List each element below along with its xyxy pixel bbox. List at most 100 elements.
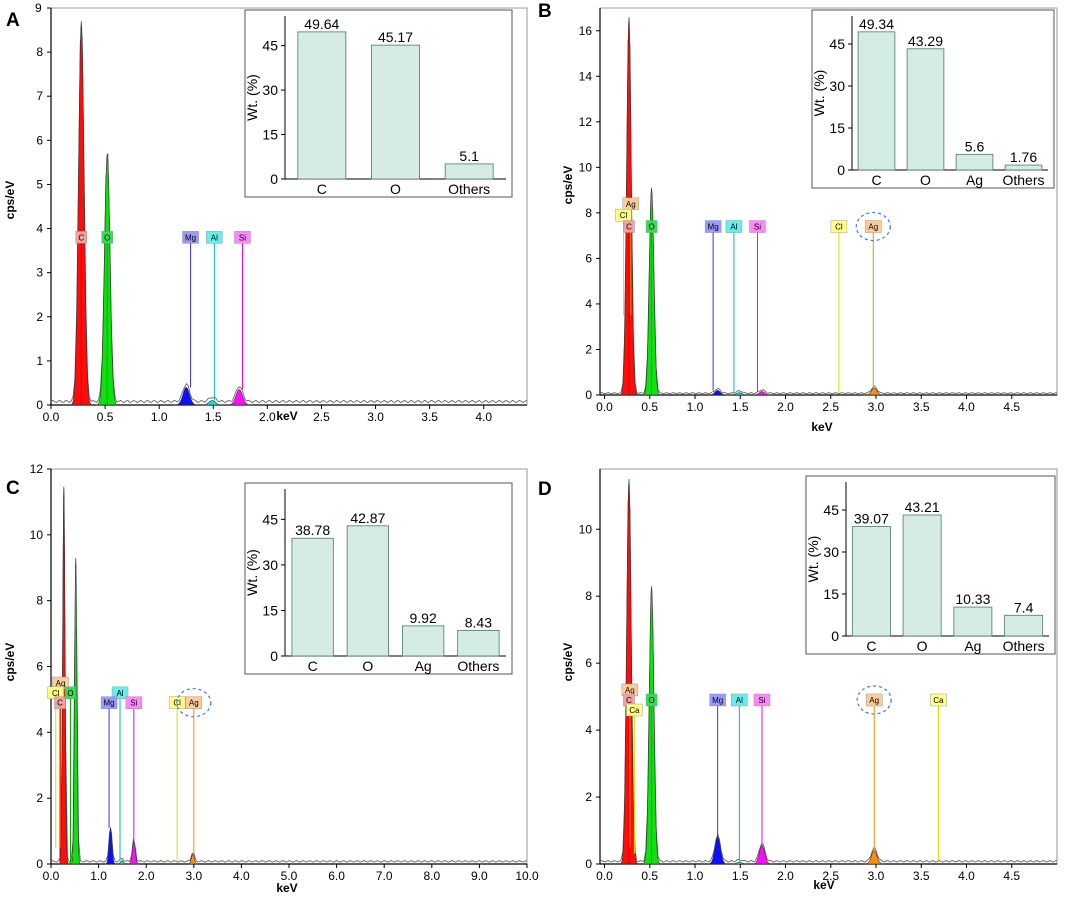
x-tick-label: 1.0 xyxy=(151,410,168,424)
panel-c: C 0 2 4 6 8 10 12 0.0 1.0 2.0 3.0 4.0 5.0 6.0 7.0 8.0 9.0… xyxy=(3,462,539,895)
element-label-box xyxy=(54,696,66,709)
x-tick-label: 0.0 xyxy=(596,400,613,414)
inset-category-label: Ag xyxy=(966,172,983,188)
inset-bar-value-label: 7.4 xyxy=(1014,599,1034,615)
panel-letter: D xyxy=(538,479,552,500)
y-tick-label: 6 xyxy=(585,251,592,265)
inset-bar-value-label: 39.07 xyxy=(854,511,889,527)
spectrum-trace xyxy=(599,500,1058,863)
inset-y-axis-title: Wt. (%) xyxy=(244,74,260,121)
x-tick-label: 1.0 xyxy=(90,869,107,883)
x-tick-label: 1.5 xyxy=(732,400,749,414)
highlight-circle xyxy=(856,685,892,715)
element-label: C xyxy=(626,696,632,705)
element-label: Si xyxy=(754,223,761,232)
x-tick-label: 4.5 xyxy=(1003,869,1020,883)
x-tick-label: 0.5 xyxy=(97,410,114,424)
y-axis-title: cps/eV xyxy=(3,181,17,220)
element-label: Ag xyxy=(625,686,635,695)
x-tick-label: 3.0 xyxy=(868,400,885,414)
y-tick-label: 1 xyxy=(36,354,43,368)
element-label: Ca xyxy=(629,706,640,715)
y-tick-label: 5 xyxy=(36,177,43,191)
element-label-box xyxy=(111,686,129,700)
y-tick-label: 6 xyxy=(36,133,43,147)
inset-bar xyxy=(297,31,347,180)
peak-ag xyxy=(863,387,886,396)
y-tick-label: 2 xyxy=(36,310,43,324)
element-label: Al xyxy=(211,233,218,242)
inset-y-tick-label: 15 xyxy=(829,120,845,136)
inset-category-label: O xyxy=(362,658,373,674)
element-label: Si xyxy=(239,233,246,242)
inset-bar-value-label: 5.6 xyxy=(965,138,985,154)
inset-bar-value-label: 45.17 xyxy=(378,29,413,45)
inset-y-axis-title: Wt. (%) xyxy=(805,536,821,583)
y-tick-label: 10 xyxy=(579,160,593,174)
inset-category-label: C xyxy=(308,658,318,674)
inset-bar xyxy=(291,537,334,657)
inset-bar xyxy=(346,525,389,657)
y-tick-label: 4 xyxy=(36,725,43,739)
element-label-box xyxy=(125,696,143,709)
y-tick-label: 12 xyxy=(30,462,44,476)
element-label: Mg xyxy=(712,696,723,705)
y-tick-label: 8 xyxy=(585,589,592,603)
y-tick-label: 8 xyxy=(585,206,592,220)
inset-bar-value-label: 49.64 xyxy=(304,16,339,32)
highlight-circle xyxy=(855,211,891,242)
panel-letter: B xyxy=(538,1,552,22)
element-label: C xyxy=(626,223,632,232)
element-label-box xyxy=(623,220,635,233)
inset-category-label: C xyxy=(866,638,876,654)
peak-ag xyxy=(863,850,886,865)
x-tick-label: 4.0 xyxy=(233,869,250,883)
element-label-box xyxy=(865,220,882,233)
highlight-circle xyxy=(176,688,212,718)
peak-si xyxy=(226,389,253,406)
spectrum-trace xyxy=(599,39,1058,395)
peak-mg xyxy=(706,836,729,865)
inset-y-tick-label: 15 xyxy=(262,602,278,618)
inset-y-tick-label: 45 xyxy=(262,511,278,527)
y-tick-label: 6 xyxy=(36,660,43,674)
peak-si xyxy=(128,840,140,865)
inset-bar-chart: 0 15 30 45 Wt. (%) 38.78 C 42.87 O 9.92 Ag 8.43 Othe… xyxy=(244,482,513,675)
element-label: O xyxy=(67,689,73,698)
element-label-box xyxy=(749,220,766,233)
x-tick-label: 8.0 xyxy=(423,869,440,883)
y-tick-label: 14 xyxy=(579,69,593,83)
peak-mg xyxy=(706,390,729,396)
y-axis-title: cps/eV xyxy=(561,166,575,205)
peak-si xyxy=(751,845,773,865)
inset-bar xyxy=(906,48,945,171)
element-label-box xyxy=(185,696,203,709)
x-tick-label: 1.0 xyxy=(687,869,704,883)
inset-y-tick-label: 30 xyxy=(262,82,278,98)
y-tick-label: 0 xyxy=(585,857,592,871)
inset-bar-chart: 0 15 30 45 Wt. (%) 39.07 C 43.21 O 10.33 Ag 7.4 Othe… xyxy=(805,475,1056,655)
inset-y-axis-title: Wt. (%) xyxy=(244,549,260,596)
peak-ag xyxy=(187,853,199,865)
inset-y-tick-label: 0 xyxy=(270,648,278,664)
inset-y-tick-label: 0 xyxy=(837,162,845,178)
element-label: Si xyxy=(758,696,765,705)
panel-letter: C xyxy=(6,478,20,499)
element-label: Ag xyxy=(189,699,199,708)
element-label: C xyxy=(57,699,63,708)
element-label-box xyxy=(704,220,722,233)
peak-mg xyxy=(104,827,117,865)
y-tick-label: 0 xyxy=(36,398,43,412)
inset-category-label: C xyxy=(871,172,881,188)
x-tick-label: 1.0 xyxy=(687,400,704,414)
x-tick-label: 0.0 xyxy=(43,410,60,424)
y-tick-label: 16 xyxy=(579,24,593,38)
x-tick-label: 3.5 xyxy=(421,410,438,424)
inset-bar-value-label: 1.76 xyxy=(1010,149,1037,165)
y-tick-label: 0 xyxy=(585,388,592,402)
x-tick-label: 3.0 xyxy=(868,869,885,883)
x-tick-label: 0.5 xyxy=(641,869,658,883)
peak-mg xyxy=(173,387,200,406)
y-tick-label: 12 xyxy=(579,115,593,129)
